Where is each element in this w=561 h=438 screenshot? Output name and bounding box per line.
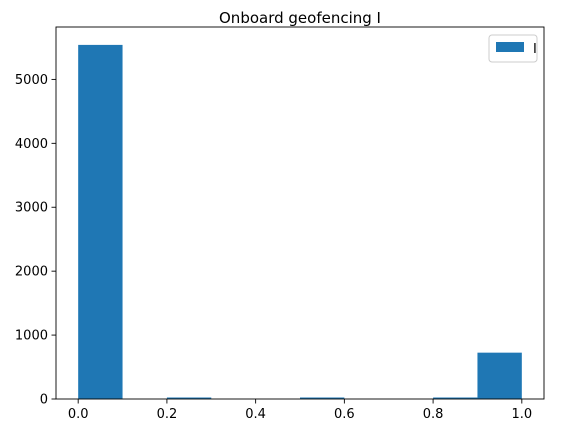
histogram-bar-2	[166, 397, 212, 399]
x-tick-label-3: 0.6	[334, 407, 355, 422]
x-tick-label-5: 1.0	[511, 407, 532, 422]
y-tick-label-3: 3000	[15, 201, 48, 216]
chart-title: Onboard geofencing I	[219, 9, 381, 27]
y-tick-label-2: 2000	[15, 265, 48, 280]
y-axis: 0 1000 2000 3000 4000 5000	[15, 73, 56, 408]
legend-label: I	[533, 42, 537, 57]
x-tick-label-4: 0.8	[423, 407, 444, 422]
histogram-bar-0	[78, 44, 123, 399]
histogram-bar-5	[300, 397, 345, 399]
x-tick-label-2: 0.4	[245, 407, 266, 422]
x-tick-label-1: 0.2	[157, 407, 178, 422]
legend: I	[488, 34, 538, 63]
x-tick-label-0: 0.0	[68, 407, 89, 422]
y-tick-label-0: 0	[40, 393, 48, 408]
x-axis: 0.0 0.2 0.4 0.6 0.8 1.0	[68, 399, 532, 422]
bars-group	[78, 44, 522, 399]
histogram-bar-8	[433, 397, 478, 399]
plot-frame	[55, 26, 545, 400]
histogram-bar-9	[477, 352, 522, 399]
legend-swatch	[496, 42, 524, 52]
y-tick-label-1: 1000	[15, 329, 48, 344]
y-tick-label-4: 4000	[15, 137, 48, 152]
y-tick-label-5: 5000	[15, 73, 48, 88]
